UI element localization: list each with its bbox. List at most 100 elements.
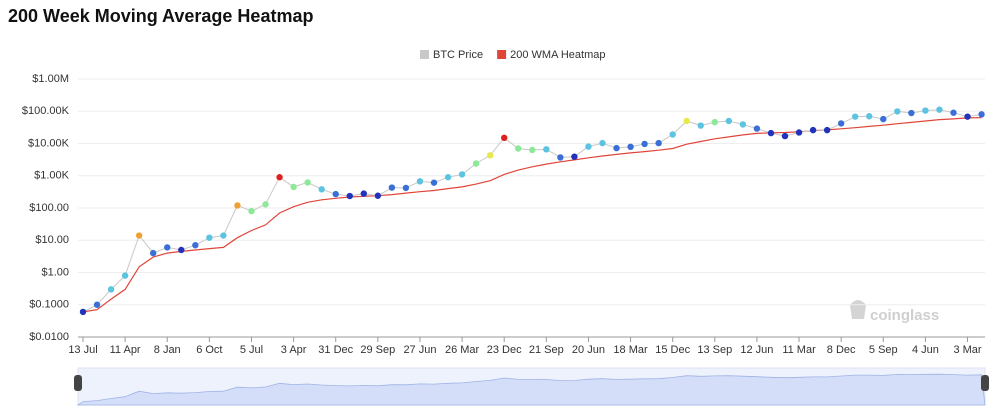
price-dot <box>192 242 199 249</box>
price-dot <box>781 132 789 140</box>
price-dot <box>725 117 733 125</box>
price-dot <box>711 118 718 126</box>
price-dot <box>346 192 353 200</box>
y-tick-label: $1.00M <box>32 73 69 85</box>
price-dot <box>374 192 382 199</box>
price-dot <box>627 143 634 151</box>
price-dot <box>360 190 367 197</box>
price-dot <box>866 113 873 120</box>
price-dot <box>150 249 157 257</box>
price-dot <box>823 126 831 134</box>
x-tick-label: 11 Mar <box>782 344 816 356</box>
price-dot <box>669 131 676 138</box>
price-dot <box>290 183 297 191</box>
price-dot <box>501 134 508 142</box>
price-dot <box>908 109 915 117</box>
price-dot <box>880 115 887 123</box>
navigator-handle[interactable] <box>74 375 82 391</box>
x-tick-label: 31 Dec <box>318 344 353 356</box>
price-dot <box>402 184 410 192</box>
price-dot <box>795 129 803 136</box>
price-dot <box>978 111 985 118</box>
x-tick-label: 23 Dec <box>487 344 522 356</box>
price-dot <box>655 139 662 147</box>
price-dot <box>318 186 325 193</box>
price-dot <box>613 144 620 152</box>
price-dot <box>683 117 690 125</box>
price-dot <box>964 113 971 120</box>
legend-swatch <box>497 50 507 59</box>
x-tick-label: 4 Jun <box>912 344 939 356</box>
x-tick-label: 26 Mar <box>445 344 480 356</box>
chart-title: 200 Week Moving Average Heatmap <box>8 6 313 26</box>
x-tick-label: 5 Sep <box>869 344 898 356</box>
price-dot <box>388 184 396 191</box>
watermark-logo <box>850 300 866 319</box>
x-tick-label: 15 Dec <box>655 344 690 356</box>
price-dot <box>304 179 311 186</box>
legend-label: 200 WMA Heatmap <box>510 49 605 61</box>
x-tick-label: 12 Jun <box>740 344 773 356</box>
x-tick-label: 3 Apr <box>281 344 307 356</box>
x-tick-label: 13 Jul <box>68 344 97 356</box>
price-dot <box>950 109 957 116</box>
wma-line <box>82 117 982 313</box>
price-dot <box>121 272 129 279</box>
price-dot <box>739 121 747 128</box>
x-tick-label: 18 Mar <box>613 344 648 356</box>
navigator-handle[interactable] <box>981 375 989 391</box>
y-tick-label: $100.00 <box>29 202 69 214</box>
price-dot <box>697 122 704 129</box>
x-tick-label: 13 Sep <box>697 344 732 356</box>
navigator-area <box>76 373 986 406</box>
x-tick-label: 20 Jun <box>572 344 605 356</box>
x-tick-label: 29 Sep <box>360 344 395 356</box>
price-dot <box>936 106 943 113</box>
y-tick-label: $1.00 <box>41 266 69 278</box>
x-tick-label: 3 Mar <box>953 344 981 356</box>
x-tick-label: 21 Sep <box>529 344 564 356</box>
price-dot <box>922 107 929 114</box>
price-dot <box>571 153 578 160</box>
legend-label: BTC Price <box>433 49 483 61</box>
y-tick-label: $1.00K <box>34 170 70 182</box>
price-dot <box>753 125 761 132</box>
price-dot <box>220 232 227 239</box>
y-tick-label: $0.0100 <box>29 331 69 343</box>
price-dot <box>458 171 466 178</box>
y-tick-label: $10.00 <box>35 234 69 246</box>
watermark: coinglass <box>850 300 939 324</box>
price-line <box>82 109 982 313</box>
legend-swatch <box>420 50 429 59</box>
x-tick-label: 11 Apr <box>110 344 141 356</box>
price-dot <box>262 201 269 208</box>
price-dot <box>852 113 859 120</box>
price-dot <box>543 146 550 153</box>
y-tick-label: $10.00K <box>28 137 70 149</box>
price-dot <box>164 244 171 251</box>
price-dot <box>206 234 213 241</box>
price-dot <box>444 174 452 181</box>
x-tick-label: 8 Jan <box>154 344 181 356</box>
y-tick-label: $0.1000 <box>29 299 69 311</box>
price-dot <box>529 146 536 154</box>
price-dot <box>332 190 339 198</box>
price-dot <box>894 108 901 115</box>
price-dot <box>93 301 101 308</box>
price-dot <box>248 207 255 215</box>
price-dot <box>472 160 480 167</box>
price-dot <box>107 286 115 293</box>
price-dot <box>430 179 438 186</box>
x-tick-label: 6 Oct <box>196 344 222 356</box>
price-dot <box>515 145 522 152</box>
x-tick-label: 5 Jul <box>240 344 263 356</box>
price-dot <box>276 174 283 181</box>
y-tick-label: $100.00K <box>22 105 70 117</box>
price-dot <box>234 202 241 209</box>
x-tick-label: 8 Dec <box>827 344 856 356</box>
price-dot <box>599 139 606 147</box>
price-dot <box>809 126 817 134</box>
price-dot <box>486 152 494 159</box>
price-dot <box>767 129 775 137</box>
